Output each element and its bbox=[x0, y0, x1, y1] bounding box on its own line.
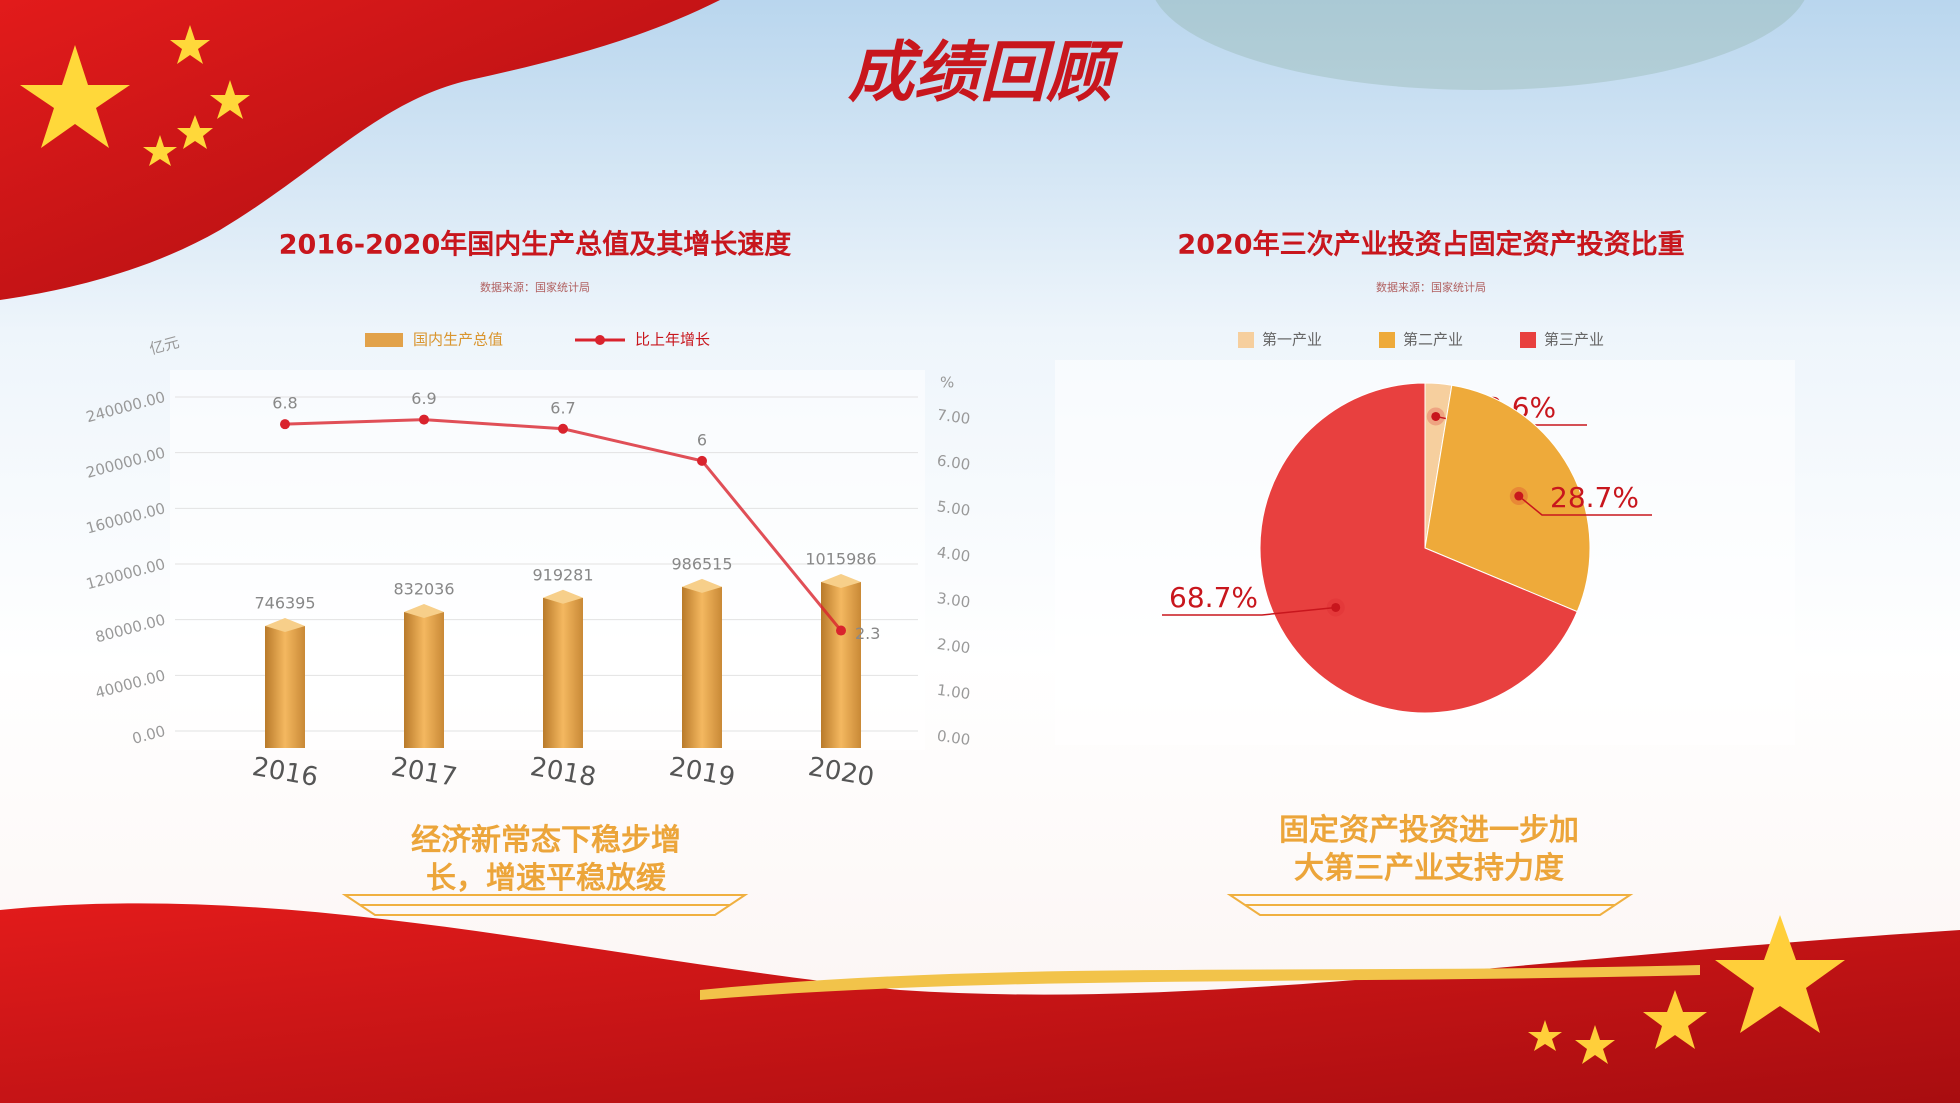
line-point bbox=[280, 419, 290, 430]
legend-label: 第二产业 bbox=[1403, 331, 1463, 349]
chart-source: 数据来源：国家统计局 bbox=[1376, 280, 1486, 294]
chart-title: 2020年三次产业投资占固定资产投资比重 bbox=[1177, 229, 1684, 261]
leader-line bbox=[1518, 495, 1652, 516]
line-point bbox=[697, 455, 707, 466]
y2-tick-label: 6.00 bbox=[936, 451, 972, 473]
page-title: 成绩回顾 bbox=[848, 33, 1124, 111]
legend-label: 第三产业 bbox=[1544, 331, 1604, 349]
y2-tick-label: 4.00 bbox=[936, 543, 972, 565]
caption-frame bbox=[1226, 894, 1634, 916]
data-label: 832036 bbox=[393, 580, 454, 599]
y2-tick-label: 0.00 bbox=[936, 727, 972, 749]
star bbox=[1528, 1020, 1562, 1051]
wave-decoration bbox=[0, 903, 1960, 1103]
data-label: 1015986 bbox=[805, 550, 876, 569]
caption: 固定资产投资进一步加大第三产业支持力度 bbox=[1279, 813, 1579, 886]
legend-swatch bbox=[1238, 332, 1254, 348]
y2-tick-label: 3.00 bbox=[936, 589, 972, 611]
caption-frame bbox=[341, 894, 749, 916]
bar-top bbox=[543, 589, 583, 604]
bar-top bbox=[265, 618, 305, 633]
legend-swatch bbox=[595, 335, 605, 345]
star bbox=[177, 115, 213, 149]
y2-tick-label: 5.00 bbox=[936, 497, 972, 519]
data-label: 6.7 bbox=[550, 398, 575, 417]
bar bbox=[682, 586, 722, 748]
data-label: 919281 bbox=[532, 565, 593, 584]
y2-tick-label: 1.00 bbox=[936, 681, 972, 703]
bar-top bbox=[404, 604, 444, 619]
star bbox=[1643, 990, 1707, 1049]
y2-tick-label: 7.00 bbox=[936, 406, 972, 428]
star bbox=[1575, 1025, 1615, 1064]
chart-source: 数据来源：国家统计局 bbox=[480, 280, 590, 294]
data-label: 2.3 bbox=[855, 624, 880, 643]
wave-decoration bbox=[700, 965, 1700, 1000]
legend-label: 国内生产总值 bbox=[413, 331, 503, 349]
pie-slice bbox=[1424, 384, 1591, 613]
data-label: 6 bbox=[697, 430, 707, 449]
line-point bbox=[836, 625, 846, 636]
chart-title: 2016-2020年国内生产总值及其增长速度 bbox=[279, 229, 792, 261]
data-label: 986515 bbox=[671, 554, 732, 573]
star bbox=[20, 45, 130, 148]
emblem-decoration bbox=[1155, 0, 1805, 90]
bar bbox=[265, 626, 305, 748]
legend-label: 比上年增长 bbox=[635, 331, 710, 349]
flag-decoration bbox=[0, 0, 720, 300]
leader-line bbox=[1162, 606, 1336, 616]
bar bbox=[543, 597, 583, 748]
line-point bbox=[558, 423, 568, 434]
star bbox=[1715, 915, 1845, 1033]
star bbox=[210, 80, 250, 119]
pie-slice bbox=[1259, 382, 1578, 714]
bar bbox=[821, 582, 861, 748]
star bbox=[143, 135, 177, 166]
legend-swatch bbox=[1379, 332, 1395, 348]
data-label: 68.7% bbox=[1169, 581, 1258, 614]
bar-top bbox=[821, 574, 861, 588]
y2-tick-label: 2.00 bbox=[936, 635, 972, 657]
legend-swatch bbox=[1520, 332, 1536, 348]
data-label: 28.7% bbox=[1550, 481, 1639, 514]
bar-top bbox=[682, 578, 722, 593]
bar bbox=[404, 612, 444, 748]
legend-swatch bbox=[365, 333, 403, 347]
data-label: 6.9 bbox=[411, 389, 436, 408]
y2-axis-label: % bbox=[940, 374, 954, 392]
caption: 经济新常态下稳步增长，增速平稳放缓 bbox=[411, 823, 681, 896]
line-point bbox=[419, 414, 429, 425]
legend-label: 第一产业 bbox=[1262, 331, 1322, 349]
data-label: 6.8 bbox=[272, 394, 297, 413]
star bbox=[170, 25, 210, 64]
data-label: 746395 bbox=[254, 594, 315, 613]
